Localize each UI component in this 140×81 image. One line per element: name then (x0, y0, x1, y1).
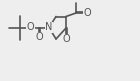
Text: O: O (35, 32, 43, 43)
Text: O: O (27, 23, 34, 32)
Text: O: O (83, 8, 91, 18)
Text: N: N (45, 23, 53, 32)
Text: O: O (62, 34, 70, 44)
